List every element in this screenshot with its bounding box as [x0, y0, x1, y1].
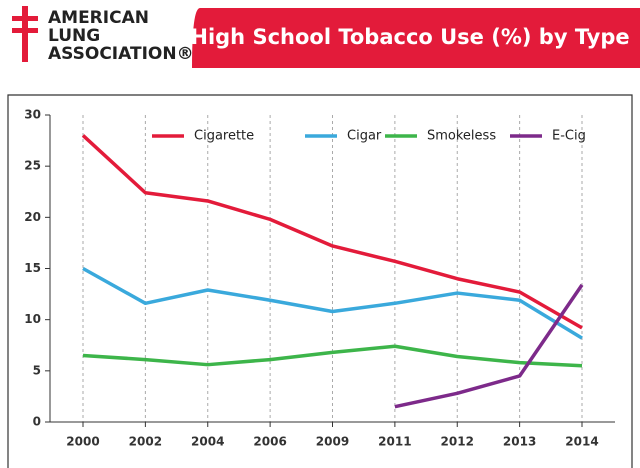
logo-text: AMERICAN — [48, 8, 149, 28]
y-tick-label: 0 — [33, 415, 41, 429]
legend-label: Cigarette — [194, 129, 254, 144]
x-tick-label: 2002 — [129, 435, 162, 449]
y-tick-label: 5 — [33, 363, 41, 377]
y-tick-label: 25 — [24, 159, 41, 173]
logo-text: LUNG — [48, 26, 100, 46]
x-tick-label: 2012 — [441, 435, 474, 449]
y-tick-label: 10 — [24, 312, 41, 326]
line — [394, 283, 584, 409]
frame — [7, 94, 633, 468]
x-tick-label: 2011 — [378, 435, 411, 449]
x-tick-label: 2006 — [253, 435, 286, 449]
y-tick-label: 15 — [24, 261, 41, 275]
x-tick-label: 2000 — [66, 435, 99, 449]
legend-label: Smokeless — [427, 129, 496, 144]
y-tick-label: 30 — [24, 108, 41, 122]
y-tick-label: 20 — [24, 210, 41, 224]
legend-label: Cigar — [347, 129, 382, 144]
logo-text: ASSOCIATION® — [48, 44, 194, 64]
line — [81, 134, 583, 330]
x-tick-label: 2009 — [316, 435, 349, 449]
line — [82, 266, 583, 340]
logo-cross — [12, 6, 38, 62]
legend-label: E-Cig — [552, 129, 586, 144]
chart-title: High School Tobacco Use (%) by Type — [190, 25, 629, 49]
x-tick-label: 2004 — [191, 435, 224, 449]
line — [82, 344, 583, 368]
x-tick-label: 2013 — [503, 435, 536, 449]
x-tick-label: 2014 — [565, 435, 598, 449]
title-banner — [192, 8, 640, 68]
